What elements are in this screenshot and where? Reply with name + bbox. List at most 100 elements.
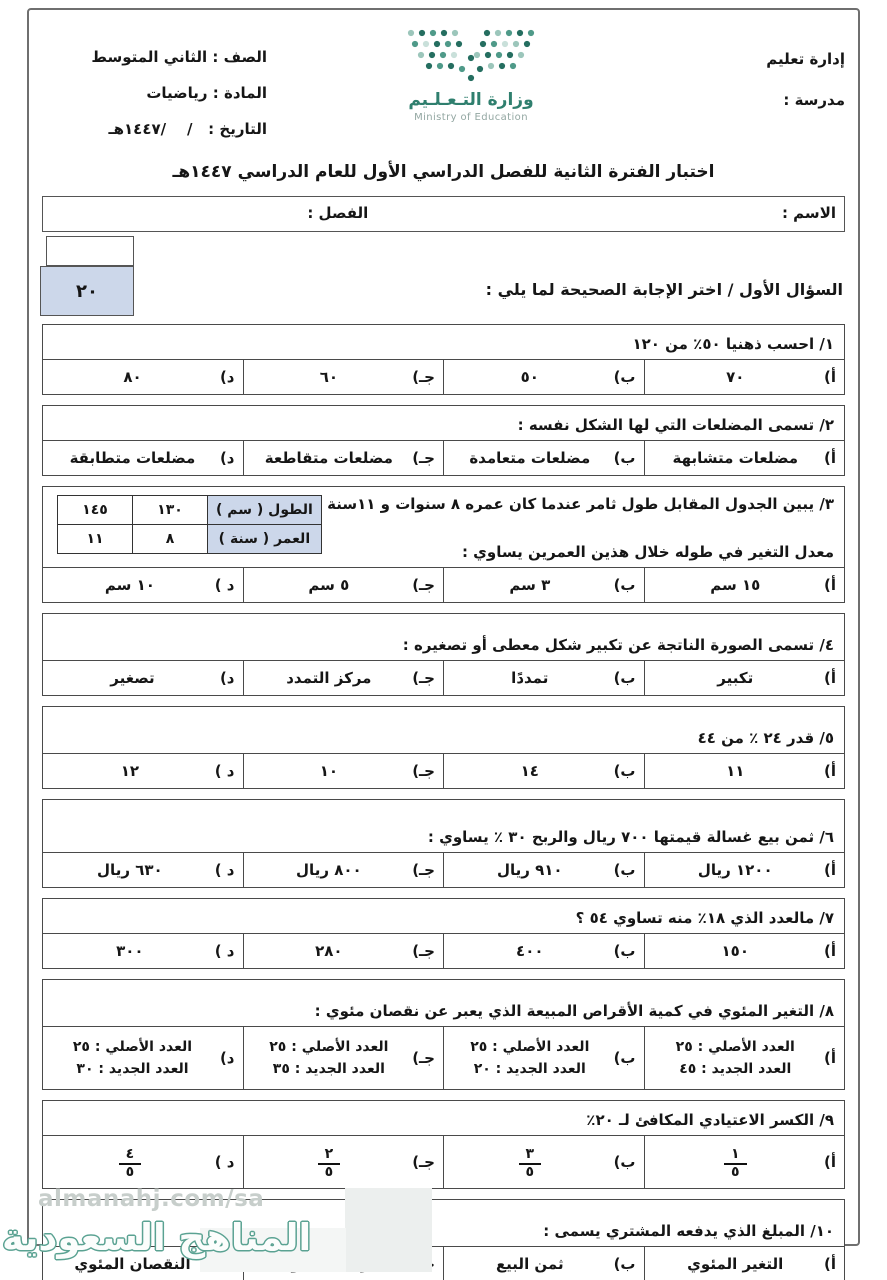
option-c[interactable]: جـ) ٦٠ — [242, 360, 444, 394]
option-c[interactable]: جـ) ٨٠٠ ريال — [242, 853, 444, 887]
option-a[interactable]: أ) ١٥ سم — [643, 568, 845, 602]
option-value: ١٢٠٠ ريال — [697, 861, 773, 879]
option-value: ١٠ — [319, 762, 338, 780]
option-label: جـ) — [412, 762, 435, 780]
option-c[interactable]: جـ) ٢٨٠ — [242, 934, 444, 968]
option-a[interactable]: أ) ١٢٠٠ ريال — [643, 853, 845, 887]
question-8: ٨/ التغير المئوي في كمية الأقراص المبيعة… — [42, 979, 845, 1090]
option-a[interactable]: أ) ١ ٥ — [643, 1136, 845, 1188]
option-a[interactable]: أ) ١١ — [643, 754, 845, 788]
option-c[interactable]: جـ) العدد الأصلي : ٢٥ العدد الجديد : ٣٥ — [242, 1027, 444, 1089]
option-value: تكبير — [717, 669, 754, 687]
option-b[interactable]: ب) ١٤ — [443, 754, 644, 788]
option-label: أ) — [824, 1153, 836, 1171]
option-c[interactable]: جـ) ٥ سم — [242, 568, 444, 602]
question-text: ٨/ التغير المئوي في كمية الأقراص المبيعة… — [314, 1002, 834, 1020]
option-label: أ) — [824, 942, 836, 960]
option-label: د ) — [214, 1153, 235, 1171]
option-b[interactable]: ب) ٩١٠ ريال — [443, 853, 644, 887]
table-header-age: العمر ( سنة ) — [207, 524, 322, 554]
option-a[interactable]: أ) مضلعات متشابهة — [643, 441, 845, 475]
question-5: ٥/ قدر ٢٤ ٪ من ٤٤ أ) ١١ ب) ١٤ جـ) ١٠ د ) ١٢ — [42, 706, 845, 789]
option-label: ب) — [613, 449, 636, 467]
watermark-band — [200, 1228, 346, 1272]
option-label: ب) — [613, 762, 636, 780]
option-label: د ) — [214, 942, 235, 960]
option-label: جـ) — [412, 861, 435, 879]
option-c[interactable]: جـ) ٢ ٥ — [242, 1136, 444, 1188]
section-heading: السؤال الأول / اختر الإجابة الصحيحة لما … — [485, 280, 843, 299]
option-a[interactable]: أ) ١٥٠ — [643, 934, 845, 968]
option-b[interactable]: ب) ٣ سم — [443, 568, 644, 602]
table-row: الطول ( سم ) ١٣٠ ١٤٥ — [57, 495, 322, 525]
education-admin-label: إدارة تعليم — [766, 50, 845, 68]
options-row: أ) العدد الأصلي : ٢٥ العدد الجديد : ٤٥ ب) ا… — [43, 1026, 844, 1089]
option-d[interactable]: د) تصغير — [43, 661, 243, 695]
option-b[interactable]: ب) العدد الأصلي : ٢٥ العدد الجديد : ٢٠ — [443, 1027, 644, 1089]
almanahj-site-watermark: almanahj.com/sa — [38, 1186, 265, 1212]
option-d[interactable]: د) مضلعات متطابقة — [43, 441, 243, 475]
class-field[interactable]: الفصل : — [307, 204, 369, 222]
options-row: أ) ١١ ب) ١٤ جـ) ١٠ د ) ١٢ — [43, 753, 844, 788]
score-empty-box[interactable] — [46, 236, 134, 266]
option-value: ٤٠٠ — [516, 942, 544, 960]
option-d[interactable]: د ) ٤ ٥ — [43, 1136, 243, 1188]
options-row: أ) ١٥ سم ب) ٣ سم جـ) ٥ سم د ) ١٠ سم — [43, 567, 844, 602]
grade-label: الصف : الثاني المتوسط — [91, 48, 267, 66]
option-b[interactable]: ب) ٤٠٠ — [443, 934, 644, 968]
option-line-2: العدد الجديد : ٢٠ — [473, 1061, 586, 1077]
option-value: مضلعات متقاطعة — [264, 449, 393, 467]
option-b[interactable]: ب) ٣ ٥ — [443, 1136, 644, 1188]
option-value: ٥٠ — [520, 368, 539, 386]
question-4: ٤/ تسمى الصورة الناتجة عن تكبير شكل معطى… — [42, 613, 845, 696]
option-d[interactable]: د ) ٣٠٠ — [43, 934, 243, 968]
question-text: ٥/ قدر ٢٤ ٪ من ٤٤ — [697, 729, 834, 747]
option-a[interactable]: أ) العدد الأصلي : ٢٥ العدد الجديد : ٤٥ — [643, 1027, 845, 1089]
option-c[interactable]: جـ) ١٠ — [242, 754, 444, 788]
option-label: أ) — [824, 1049, 836, 1067]
ministry-name-arabic: وزارة التـعـلـيم — [408, 90, 534, 110]
school-field[interactable]: مدرسة : — [783, 91, 845, 109]
question-text: ١/ احسب ذهنيا ٥٠٪ من ١٢٠ — [632, 335, 834, 353]
option-b[interactable]: ب) مضلعات متعامدة — [443, 441, 644, 475]
option-label: د ) — [214, 576, 235, 594]
option-d[interactable]: د ) ١٢ — [43, 754, 243, 788]
question-7: ٧/ مالعدد الذي ١٨٪ منه تساوي ٥٤ ؟ أ) ١٥٠ … — [42, 898, 845, 969]
option-label: ب) — [613, 576, 636, 594]
option-line-1: العدد الأصلي : ٢٥ — [269, 1039, 389, 1055]
options-row: أ) ١٢٠٠ ريال ب) ٩١٠ ريال جـ) ٨٠٠ ريال د ) ٦٣… — [43, 852, 844, 887]
option-value: النقصان المئوي — [74, 1255, 191, 1273]
option-b[interactable]: ب) ٥٠ — [443, 360, 644, 394]
option-value: ٥ سم — [308, 576, 350, 594]
subject-label: المادة : رياضيات — [146, 84, 267, 102]
option-c[interactable]: جـ) مركز التمدد — [242, 661, 444, 695]
table-cell: ١٤٥ — [57, 495, 133, 525]
option-a[interactable]: أ) التغير المئوي — [643, 1247, 845, 1280]
option-b[interactable]: ب) تمددًا — [443, 661, 644, 695]
date-field[interactable]: التاريخ : / /١٤٤٧هـ — [108, 120, 268, 138]
option-label: أ) — [824, 576, 836, 594]
option-label: ب) — [613, 1255, 636, 1273]
option-label: ب) — [613, 942, 636, 960]
option-d[interactable]: د) ٨٠ — [43, 360, 243, 394]
question-text: ٧/ مالعدد الذي ١٨٪ منه تساوي ٥٤ ؟ — [575, 909, 834, 927]
option-label: أ) — [824, 762, 836, 780]
option-label: ب) — [613, 861, 636, 879]
option-label: د) — [219, 669, 235, 687]
option-b[interactable]: ب) ثمن البيع — [443, 1247, 644, 1280]
option-value: ١٥٠ — [721, 942, 749, 960]
option-d[interactable]: د ) ٦٣٠ ريال — [43, 853, 243, 887]
option-value: تصغير — [110, 669, 155, 687]
option-d[interactable]: د) العدد الأصلي : ٢٥ العدد الجديد : ٣٠ — [43, 1027, 243, 1089]
question-3: ٣/ يبين الجدول المقابل طول ثامر عندما كا… — [42, 486, 845, 603]
question-text: ٤/ تسمى الصورة الناتجة عن تكبير شكل معطى… — [402, 636, 834, 654]
option-a[interactable]: أ) ٧٠ — [643, 360, 845, 394]
option-c[interactable]: جـ) مضلعات متقاطعة — [242, 441, 444, 475]
option-a[interactable]: أ) تكبير — [643, 661, 845, 695]
option-label: جـ) — [412, 368, 435, 386]
option-d[interactable]: د ) ١٠ سم — [43, 568, 243, 602]
student-name-field[interactable]: الاسم : — [781, 204, 836, 222]
ministry-name-english: Ministry of Education — [414, 112, 528, 123]
